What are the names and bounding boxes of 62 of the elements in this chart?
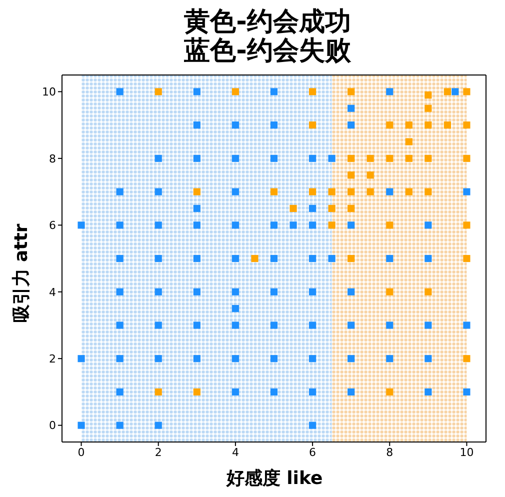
point: [386, 122, 394, 129]
point: [251, 254, 258, 262]
point: [328, 222, 336, 229]
point: [193, 188, 200, 196]
point: [328, 188, 336, 196]
point: [232, 88, 239, 96]
y-tick-label: 2: [49, 352, 56, 366]
point: [463, 154, 470, 162]
point: [348, 88, 355, 96]
point: [154, 388, 162, 396]
point: [386, 222, 394, 229]
y-axis-title: 吸引力 attr: [10, 222, 33, 324]
point: [328, 204, 336, 212]
point: [444, 88, 451, 96]
point: [366, 172, 374, 179]
x-tick-label: 0: [78, 446, 85, 459]
chart-title: 黄色-约会成功: [183, 7, 352, 37]
point: [463, 222, 470, 229]
y-tick-label: 0: [49, 419, 56, 432]
point: [348, 254, 355, 262]
point: [386, 288, 394, 296]
x-axis-title: 好感度 like: [225, 467, 324, 490]
y-tick-label: 6: [49, 219, 56, 232]
point: [290, 204, 297, 212]
x-tick-label: 2: [154, 446, 162, 459]
y-tick-label: 4: [49, 286, 56, 299]
x-tick-label: 4: [232, 446, 239, 459]
point: [309, 188, 316, 196]
point: [348, 154, 355, 162]
point: [424, 288, 432, 296]
point: [348, 204, 355, 212]
y-tick-label: 10: [42, 86, 56, 99]
point: [463, 355, 470, 362]
point: [366, 154, 374, 162]
x-tick-label: 10: [460, 446, 474, 459]
point: [463, 122, 470, 129]
point: [424, 154, 432, 162]
point: [309, 88, 316, 96]
point: [463, 88, 470, 96]
point: [424, 122, 432, 129]
point: [270, 188, 278, 196]
point: [405, 154, 412, 162]
point: [405, 122, 412, 129]
point: [424, 188, 432, 196]
x-tick-label: 8: [386, 446, 394, 459]
point: [193, 388, 200, 396]
point: [405, 138, 412, 146]
point: [348, 172, 355, 179]
point: [366, 188, 374, 196]
point: [463, 254, 470, 262]
point: [154, 88, 162, 96]
x-tick-label: 6: [309, 446, 316, 459]
point: [309, 122, 316, 129]
point: [424, 91, 432, 99]
chart-subtitle: 蓝色-约会失败: [183, 36, 352, 66]
point: [444, 122, 451, 129]
point: [386, 388, 394, 396]
y-tick-label: 8: [49, 152, 56, 166]
point: [348, 188, 355, 196]
point: [386, 154, 394, 162]
point: [424, 104, 432, 112]
point: [405, 188, 412, 196]
